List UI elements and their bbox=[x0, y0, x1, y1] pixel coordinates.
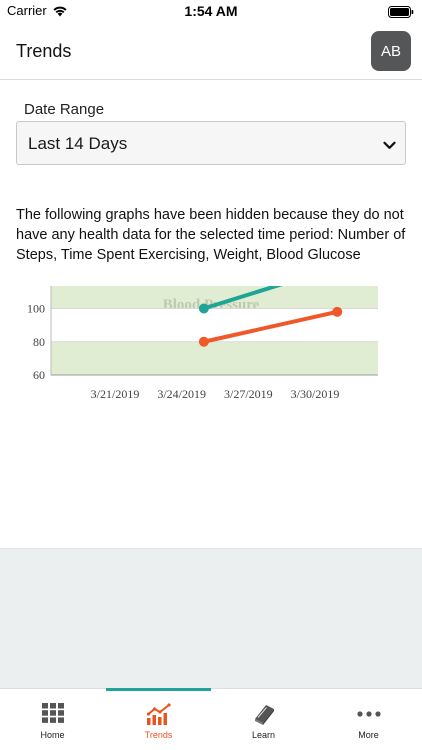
tab-more-label: More bbox=[358, 730, 379, 740]
bottom-tab-bar: Home Trends Learn bbox=[0, 688, 422, 750]
carrier-label: Carrier bbox=[7, 3, 47, 18]
x-tick-label: 3/27/2019 bbox=[224, 387, 273, 401]
clock: 1:54 AM bbox=[184, 3, 238, 19]
data-point-diastolic-0 bbox=[198, 336, 209, 347]
y-tick-label: 80 bbox=[33, 335, 45, 349]
tab-home-label: Home bbox=[40, 730, 65, 740]
blood-pressure-chart: Blood Pressure SystolicDiastolic 6080100… bbox=[27, 286, 378, 401]
date-range-select[interactable]: Last 14 Days bbox=[16, 121, 406, 165]
tab-trends[interactable]: Trends bbox=[106, 689, 211, 750]
y-tick-label: 60 bbox=[33, 368, 45, 382]
tab-learn-label: Learn bbox=[251, 730, 276, 740]
reference-band-1 bbox=[51, 286, 378, 309]
series-line-systolic bbox=[201, 286, 283, 311]
series-line-diastolic bbox=[201, 309, 340, 344]
active-tab-indicator bbox=[106, 688, 211, 691]
page-title: Trends bbox=[16, 41, 72, 61]
data-point-systolic-0 bbox=[198, 303, 209, 314]
more-dots-icon bbox=[316, 711, 421, 717]
date-range-label: Date Range bbox=[24, 101, 105, 118]
avatar-initials: AB bbox=[380, 42, 401, 60]
chevron-down-icon bbox=[383, 137, 396, 155]
tab-learn[interactable]: Learn bbox=[211, 689, 316, 750]
avatar[interactable]: AB bbox=[371, 31, 411, 71]
tab-home[interactable]: Home bbox=[0, 689, 105, 750]
trends-content: Date Range Last 14 Days The following gr… bbox=[0, 81, 422, 548]
status-bar: Carrier 1:54 AM bbox=[0, 0, 422, 22]
reference-band-0 bbox=[51, 341, 378, 375]
tab-more[interactable]: More bbox=[316, 689, 421, 750]
wifi-icon bbox=[52, 4, 68, 22]
trend-chart-icon bbox=[106, 703, 211, 725]
navigation-bar: Trends AB bbox=[0, 22, 422, 80]
date-range-value: Last 14 Days bbox=[28, 134, 128, 153]
x-tick-label: 3/24/2019 bbox=[157, 387, 206, 401]
x-tick-label: 3/30/2019 bbox=[291, 387, 340, 401]
data-point-diastolic-1 bbox=[332, 306, 343, 317]
battery-icon bbox=[388, 5, 414, 23]
empty-background-area bbox=[0, 548, 422, 688]
hidden-graphs-notice: The following graphs have been hidden be… bbox=[16, 207, 406, 263]
y-tick-label: 100 bbox=[27, 302, 45, 316]
tab-trends-label: Trends bbox=[144, 730, 173, 740]
x-tick-label: 3/21/2019 bbox=[91, 387, 140, 401]
book-icon bbox=[211, 703, 316, 725]
grid-icon bbox=[0, 703, 105, 723]
